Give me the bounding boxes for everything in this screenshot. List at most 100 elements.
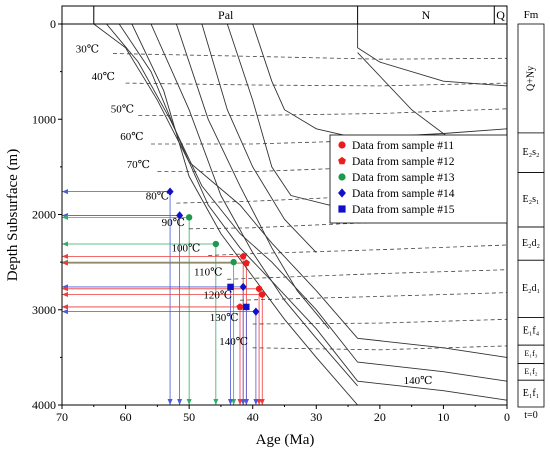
data-point	[236, 303, 244, 310]
isotherm-label: 110℃	[194, 266, 222, 278]
formation-label: E₁f₄	[523, 326, 540, 337]
burial-curve	[252, 24, 507, 139]
guide-arrow-down	[256, 399, 262, 405]
formation-label: Q+Ny	[525, 66, 536, 91]
burial-curve	[131, 24, 507, 405]
guide-arrow-left	[62, 189, 68, 195]
x-tick-label: 60	[120, 410, 132, 424]
data-point	[185, 214, 193, 221]
period-header-frame	[61, 5, 508, 25]
period-label: N	[422, 8, 431, 22]
formation-title: Fm	[524, 9, 539, 21]
isotherm-line	[125, 82, 507, 87]
guide-arrow-left	[62, 304, 68, 310]
isotherm-line	[252, 318, 507, 325]
legend-label: Data from sample #12	[352, 156, 455, 168]
data-point	[227, 283, 234, 291]
guide-arrow-left	[62, 214, 68, 220]
x-axis: 70 60 50 40 30 20 10 0	[56, 405, 510, 424]
x-tick-label: 10	[437, 410, 449, 424]
period-label: Q	[496, 8, 505, 22]
guide-arrow-down	[259, 399, 265, 405]
burial-curves	[93, 24, 507, 405]
x-tick-label: 50	[183, 410, 195, 424]
formation-label: E₂d₁	[522, 283, 540, 294]
formation-label: E₁f₁	[523, 388, 539, 399]
isotherm-line	[112, 53, 507, 60]
isotherm-line	[208, 244, 507, 256]
y-tick-label: 1000	[32, 112, 56, 126]
data-point	[259, 291, 266, 298]
legend-items: Data from sample #11 Data from sample #12…	[338, 140, 455, 216]
period-cells: Pal N Q	[93, 6, 505, 24]
legend-marker	[338, 141, 346, 149]
guide-arrow-left	[62, 286, 68, 292]
formation-cell	[517, 317, 545, 346]
guide-arrow-down	[177, 399, 183, 405]
formation-label: E₁f₂	[524, 367, 537, 376]
formation-label: E₂s₂	[523, 147, 540, 158]
plot-area: 30℃ 40℃ 50℃ 60℃ 70℃ 80℃ 90℃ 100℃ 110℃ 120℃ 130℃ 140…	[61, 23, 508, 406]
period-header: Pal N Q	[61, 5, 508, 25]
burial-curve	[93, 24, 507, 358]
isotherm-label: 80℃	[146, 190, 169, 202]
legend-label: Data from sample #14	[352, 188, 455, 200]
guide-arrow-down	[167, 399, 173, 405]
isotherm-label: 90℃	[162, 217, 185, 229]
isotherm-line	[252, 345, 507, 351]
data-point	[212, 240, 220, 248]
legend-label: Data from sample #15	[352, 204, 455, 216]
x-tick-label: 20	[374, 410, 386, 424]
x-tick-label: 40	[247, 410, 259, 424]
guide-arrow-left	[62, 260, 68, 266]
legend-label: Data from sample #11	[352, 140, 454, 152]
burial-curve	[357, 24, 507, 87]
guide-arrow-down	[243, 399, 249, 405]
data-point	[242, 259, 250, 267]
data-markers	[166, 187, 266, 316]
legend-marker	[338, 205, 346, 213]
guide-arrow-down	[237, 399, 243, 405]
burial-curve	[150, 24, 358, 387]
formation-cell	[517, 379, 545, 408]
isotherm-label: 60℃	[120, 131, 143, 143]
isotherm-label: 50℃	[111, 104, 134, 116]
formation-cell	[517, 23, 545, 134]
data-point	[166, 187, 174, 196]
guide-arrow-down	[231, 399, 237, 405]
guide-arrow-down	[227, 399, 233, 405]
formation-label: E₂s₁	[523, 194, 540, 205]
data-point	[255, 285, 263, 292]
formation-cell	[517, 132, 545, 173]
x-axis-label: Age (Ma)	[256, 432, 315, 448]
x-tick-label: 70	[56, 410, 68, 424]
y-axis-label: Depth Subsurface (m)	[5, 149, 21, 281]
legend-label: Data from sample #13	[352, 172, 455, 184]
guide-arrow-down	[253, 399, 259, 405]
isotherm-line	[138, 108, 507, 116]
data-point	[239, 252, 247, 260]
isotherm-label: 120℃	[203, 289, 232, 301]
y-axis: 0 1000 2000 3000 4000	[32, 17, 62, 412]
guide-lines	[62, 189, 265, 405]
guide-arrow-left	[62, 241, 68, 247]
burial-curve	[175, 24, 330, 330]
burial-curve	[118, 24, 507, 401]
formation-label: E₁f₃	[524, 349, 537, 358]
isotherm-label: 140℃	[404, 375, 433, 387]
isotherm-label: 40℃	[92, 71, 115, 83]
data-point	[176, 211, 184, 220]
legend-marker	[338, 173, 346, 181]
guide-arrow-left	[62, 292, 68, 298]
formation-cell	[517, 226, 545, 261]
data-point	[243, 303, 250, 311]
period-label: Pal	[218, 8, 234, 22]
data-point	[239, 282, 247, 292]
formation-column: Fm Q+NyE₂s₂E₂s₁E₂d₂E₂d₁E₁f₄E₁f₃E₁f₂E₁f₁ …	[517, 9, 545, 421]
isotherm-line	[239, 292, 507, 301]
y-tick-label: 4000	[32, 398, 56, 412]
x-tick-label: 0	[504, 410, 510, 424]
legend-marker	[338, 188, 346, 198]
time-zero-label: t=0	[524, 410, 537, 421]
